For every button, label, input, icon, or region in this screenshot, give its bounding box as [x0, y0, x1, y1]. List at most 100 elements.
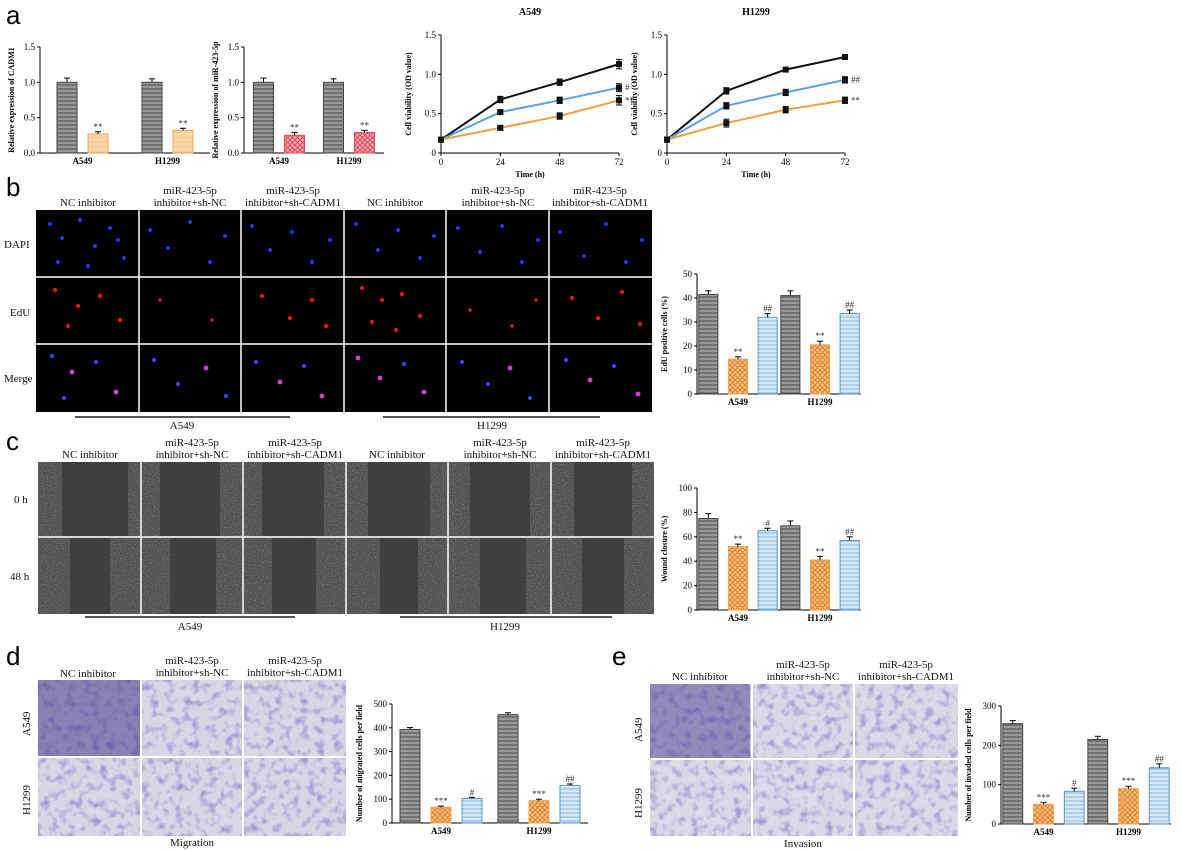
col-header: inhibitor+sh-CADM1 [245, 197, 341, 209]
y-axis-label: Number of migrated cells per field [355, 704, 364, 822]
y-tick-label: 50 [683, 269, 693, 279]
chart-c: 0 20 40 60 80 100 Wound closure (%) ** # A549 ** ##… [660, 483, 861, 623]
y-tick-label: 80 [683, 507, 693, 517]
col-header: miR-423-5p [268, 437, 322, 449]
y-tick-label: 1.0 [425, 69, 437, 79]
col-header: miR-423-5p [266, 185, 320, 197]
series-line [666, 78, 846, 141]
y-tick-label: 40 [683, 293, 693, 303]
significance-mark: *** [1037, 792, 1051, 802]
col-header: NC inhibitor [369, 449, 425, 461]
bar [809, 344, 831, 395]
col-header: miR-423-5p [776, 659, 830, 671]
data-point [556, 79, 563, 86]
significance-mark: # [625, 83, 630, 93]
significance-mark: ** [94, 122, 104, 132]
col-header: NC inhibitor [60, 668, 116, 680]
significance-mark: # [765, 518, 770, 528]
y-axis-label: EdU positive cells (%) [660, 296, 669, 372]
series-line [666, 99, 846, 141]
significance-mark: # [1072, 778, 1077, 788]
x-category-label: A549 [1034, 827, 1054, 837]
significance-mark: ** [851, 95, 861, 105]
y-tick-label: 1.5 [24, 42, 36, 52]
chart-b: 0 10 20 30 40 50 EdU positive cells (%) ** ## A54… [660, 269, 861, 407]
x-category-label: H1299 [1116, 827, 1142, 837]
data-point [497, 109, 504, 116]
y-tick-label: 10 [683, 365, 693, 375]
panel-b-headers: NC inhibitor miR-423-5p inhibitor+sh-NC … [4, 185, 648, 432]
y-tick-label: 0 [432, 148, 437, 158]
significance-mark: ** [816, 331, 826, 341]
x-category-label: H1299 [807, 613, 833, 623]
col-header: miR-423-5p [165, 437, 219, 449]
significance-mark: ## [845, 527, 855, 537]
significance-mark: ## [566, 774, 576, 784]
bar [1033, 803, 1054, 825]
col-header: miR-423-5p [268, 655, 322, 667]
bar [141, 81, 163, 154]
y-tick-label: 200 [374, 770, 388, 780]
chart-title: A549 [519, 7, 541, 18]
bar [757, 316, 778, 395]
y-tick-label: 0.0 [24, 148, 36, 158]
x-axis-label: Time (h) [741, 170, 771, 179]
charts-layer: 0.0 0.5 1.0 1.5 Relative expression of CADM1… [7, 7, 1171, 837]
chart-e: 0 100 200 300 Number of invaded cells per fi… [964, 701, 1171, 837]
panel-label-d: d [6, 641, 20, 671]
panel-label-c: c [6, 426, 19, 456]
chart-d: 0 100 200 300 400 500 Number of migrated cells… [355, 699, 588, 836]
data-point [616, 97, 622, 104]
y-tick-label: 0.5 [425, 109, 437, 119]
data-point [438, 136, 444, 143]
y-tick-label: 0 [383, 818, 388, 828]
bar [323, 81, 344, 154]
x-tick-label: 48 [555, 157, 565, 167]
bar [809, 559, 831, 611]
col-header: miR-423-5p [573, 185, 627, 197]
significance-mark: ** [360, 120, 370, 130]
row-label-48h: 48 h [10, 571, 30, 583]
x-tick-label: 24 [496, 157, 506, 167]
data-point [497, 96, 504, 103]
y-tick-label: 0 [688, 605, 693, 615]
col-header: inhibitor+sh-CADM1 [247, 449, 343, 461]
x-category-label: H1299 [336, 156, 362, 166]
y-tick-label: 100 [679, 483, 693, 493]
bar [1002, 723, 1024, 825]
y-tick-label: 300 [983, 701, 997, 711]
bar [172, 129, 194, 154]
significance-mark: ** [816, 546, 826, 556]
panel-d-headers: NC inhibitor miR-423-5p inhibitor+sh-NC … [21, 655, 343, 849]
significance-mark: ** [290, 123, 300, 133]
y-tick-label: 40 [683, 556, 693, 566]
y-tick-label: 200 [983, 740, 997, 750]
col-header: inhibitor+sh-NC [767, 671, 840, 683]
cell-line-label: H1299 [490, 621, 520, 633]
x-category-label: A549 [431, 826, 451, 836]
y-tick-label: 0.5 [651, 109, 663, 119]
col-header: inhibitor+sh-CADM1 [552, 197, 648, 209]
row-label-edu: EdU [10, 307, 30, 319]
data-point [723, 87, 730, 94]
significance-mark: # [470, 787, 475, 797]
bar [839, 539, 860, 611]
y-axis-label: Relative expression of CADM1 [7, 47, 16, 152]
col-header: inhibitor+sh-CADM1 [247, 667, 343, 679]
chart-a2: 0.0 0.5 1.0 1.5 Relative expression of miR-4… [211, 41, 384, 166]
bar [757, 530, 778, 611]
bar [559, 784, 581, 824]
significance-mark: ## [851, 75, 861, 85]
y-tick-label: 500 [374, 699, 388, 709]
bar [1063, 790, 1085, 825]
panel-c-images [38, 462, 654, 614]
significance-mark: *** [434, 796, 448, 806]
row-label-0h: 0 h [14, 494, 28, 506]
data-point [842, 54, 848, 61]
y-tick-label: 20 [683, 341, 693, 351]
x-category-label: H1299 [526, 826, 552, 836]
panel-label-b: b [6, 172, 20, 202]
col-header: miR-423-5p [471, 185, 525, 197]
panel-e-headers: NC inhibitor miR-423-5p inhibitor+sh-NC … [633, 659, 954, 850]
